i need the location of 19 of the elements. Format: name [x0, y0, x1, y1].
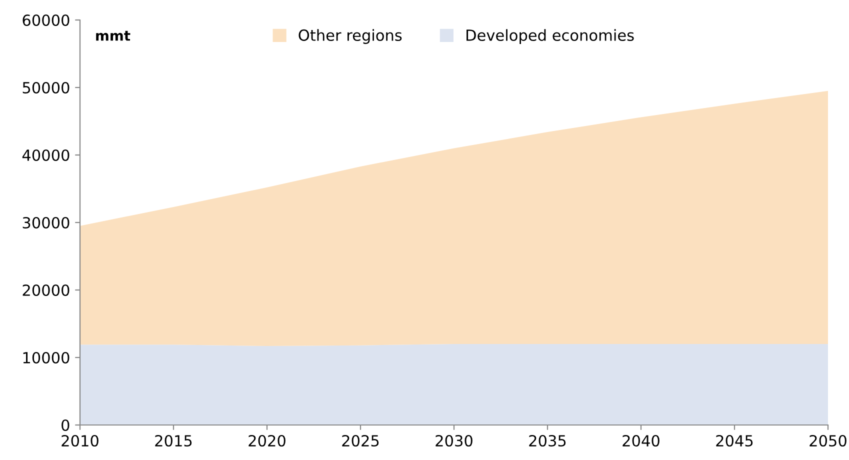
y-tick-label: 60000: [22, 14, 70, 26]
x-tick-label: 2020: [248, 434, 286, 447]
legend-label: Other regions: [298, 29, 402, 44]
legend-label: Developed economies: [466, 29, 634, 44]
x-tick-label: 2025: [342, 434, 379, 447]
x-tick-label: 2035: [529, 434, 566, 447]
x-tick-label: 2045: [716, 434, 753, 447]
x-tick-label: 2010: [62, 434, 98, 447]
x-tick-label: 2030: [436, 434, 472, 447]
y-tick-label: 20000: [22, 284, 70, 296]
y-tick-label: 50000: [22, 82, 70, 94]
y-tick-label: 0: [62, 419, 70, 432]
x-tick-label: 2040: [622, 434, 660, 447]
x-tick-label: 2015: [155, 434, 192, 447]
y-tick-label: 30000: [22, 216, 70, 229]
y-tick-label: 40000: [22, 149, 70, 162]
x-tick-label: 2050: [810, 434, 846, 447]
y-tick-label: 10000: [23, 352, 70, 364]
y-axis-title: mmt: [96, 30, 130, 41]
